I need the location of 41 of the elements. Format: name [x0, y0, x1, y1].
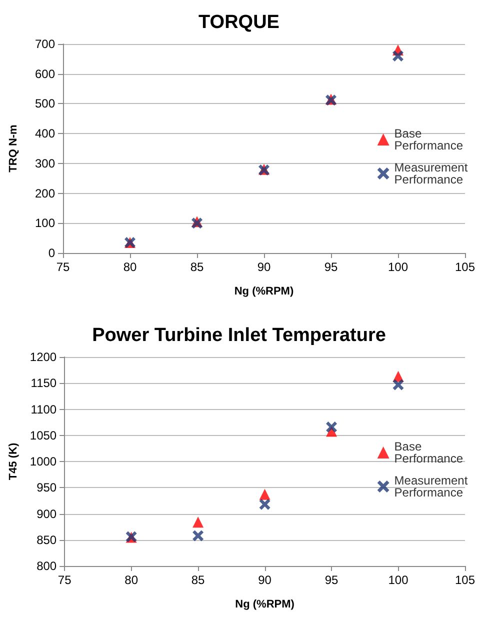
x-tick-label: 100 — [388, 573, 409, 587]
x-tick-label: 105 — [454, 573, 476, 587]
x-tick-label: 100 — [388, 260, 408, 274]
chart-title: Power Turbine Inlet Temperature — [92, 325, 386, 346]
x-tick-label: 95 — [324, 573, 339, 587]
chart-title: TORQUE — [198, 12, 280, 33]
y-axis-title: TRQ N-m — [8, 124, 20, 172]
x-tick-label: 75 — [58, 573, 72, 587]
y-tick-label: 1150 — [30, 376, 57, 390]
x-tick-label: 85 — [191, 573, 206, 587]
x-axis-title: Ng (%RPM) — [235, 598, 295, 610]
legend-label: Measurement Performance — [394, 160, 472, 186]
legend-label: Base Performance — [394, 440, 464, 466]
y-tick-label: 700 — [34, 37, 56, 51]
y-tick-label: 850 — [36, 532, 57, 547]
y-tick-label: 600 — [34, 66, 56, 81]
legend-label: Measurement Performance — [394, 474, 472, 500]
y-tick-label: 300 — [34, 156, 56, 170]
x-tick-label: 75 — [56, 260, 70, 274]
y-tick-label: 200 — [34, 186, 56, 200]
y-tick-label: 800 — [36, 559, 57, 573]
x-tick-label: 85 — [190, 260, 204, 274]
x-tick-label: 90 — [257, 260, 271, 274]
y-tick-label: 400 — [34, 126, 56, 141]
y-tick-label: 1050 — [30, 428, 57, 442]
x-tick-label: 80 — [124, 573, 138, 587]
y-tick-label: 1100 — [30, 402, 57, 416]
x-tick-label: 95 — [324, 260, 338, 274]
y-tick-label: 100 — [34, 216, 56, 230]
y-tick-label: 500 — [34, 96, 56, 111]
x-tick-label: 90 — [258, 573, 272, 587]
legend-label: Base Performance — [394, 126, 464, 152]
y-axis-title: T45 (K) — [8, 442, 20, 480]
y-tick-label: 900 — [36, 506, 57, 521]
y-tick-label: 950 — [36, 480, 57, 495]
x-tick-label: 105 — [454, 260, 476, 274]
x-tick-label: 80 — [123, 260, 137, 274]
y-tick-label: 0 — [48, 246, 56, 260]
y-tick-label: 1000 — [30, 454, 57, 468]
y-tick-label: 1200 — [30, 350, 57, 364]
x-axis-title: Ng (%RPM) — [234, 286, 294, 298]
